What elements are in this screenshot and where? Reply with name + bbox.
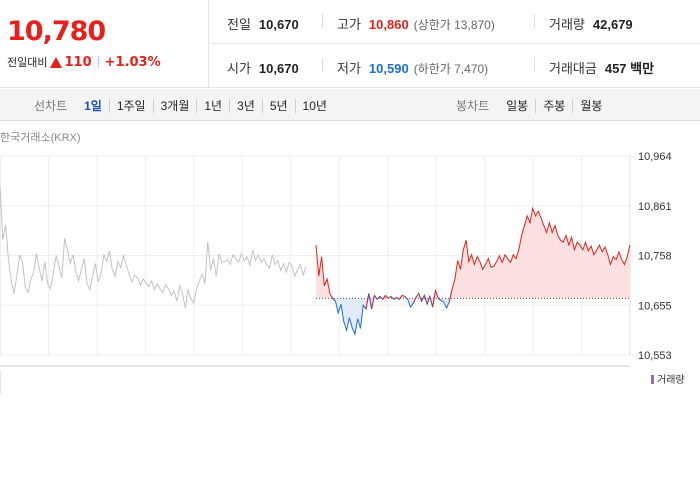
price-chart: 한국거래소(KRX) 10,964 10,861 10,758 10,655 10,55…: [0, 122, 700, 490]
y-axis-ticks: 10,964 10,861 10,758 10,655 10,553: [638, 151, 672, 362]
up-triangle-icon: [50, 56, 63, 68]
stat-high: 고가 10,860 (상한가 13,870): [337, 14, 495, 33]
price-chart-svg: 한국거래소(KRX) 10,964 10,861 10,758 10,655 10,55…: [0, 131, 685, 394]
stat-value: 42,679: [592, 17, 633, 32]
tab-1week[interactable]: 1주일: [108, 98, 153, 113]
stat-low: 저가 10,590 (하한가 7,470): [337, 58, 488, 77]
stat-label: 거래대금: [549, 61, 597, 76]
stat-value: 10,590: [368, 61, 409, 76]
divider: [534, 58, 535, 72]
price-summary: 10,780 전일대비 110 +1.03% 전일 10,670 고가 10,8…: [0, 0, 700, 88]
area-below-close: [332, 293, 369, 335]
area-above-close: [316, 245, 336, 302]
volume-legend-label: 거래량: [657, 374, 685, 386]
series-today-down: [332, 293, 370, 336]
series-previous-day: [0, 185, 307, 309]
line-chart-title: 선차트: [34, 99, 68, 113]
stat-open: 시가 10,670: [227, 58, 299, 77]
tab-1day[interactable]: 1일: [84, 98, 102, 113]
y-tick-label: 10,655: [638, 300, 672, 312]
tab-3months[interactable]: 3개월: [152, 98, 197, 113]
area-above-close: [449, 208, 630, 302]
stat-label: 전일: [227, 17, 251, 32]
tab-weekly[interactable]: 주봉: [535, 98, 572, 113]
tab-3years[interactable]: 3년: [229, 98, 262, 113]
current-price-box: 10,780 전일대비 110 +1.03%: [0, 0, 209, 88]
upper-limit: (상한가 13,870): [413, 18, 495, 32]
period-tabs: 선차트 1일 1주일 3개월 1년 3년 5년 10년: [34, 97, 334, 114]
volume-legend-swatch: [651, 375, 654, 384]
change-rate: +1.03%: [104, 54, 161, 70]
change-label: 전일대비: [7, 56, 48, 69]
stat-label: 시가: [227, 61, 251, 76]
divider: [97, 56, 99, 68]
stat-value: 10,670: [258, 61, 299, 76]
stats-row-1: 전일 10,670 고가 10,860 (상한가 13,870) 거래량 42,…: [210, 0, 700, 44]
source-label: 한국거래소(KRX): [0, 131, 81, 144]
chart-tab-bar: 선차트 1일 1주일 3개월 1년 3년 5년 10년 봉차트 일봉 주봉 월봉: [0, 89, 700, 121]
lower-limit: (하한가 7,470): [413, 62, 489, 76]
stat-volume: 거래량 42,679: [549, 14, 633, 33]
tab-monthly[interactable]: 월봉: [572, 98, 609, 113]
stat-prev-close: 전일 10,670: [227, 14, 299, 33]
stat-label: 거래량: [549, 17, 585, 32]
candle-tabs: 봉차트 일봉 주봉 월봉: [456, 97, 609, 114]
chart-lines: [0, 185, 631, 336]
stat-label: 고가: [337, 17, 361, 32]
area-above-close: [393, 297, 400, 300]
tab-10years[interactable]: 10년: [294, 98, 334, 113]
area-below-close: [368, 293, 375, 309]
divider: [534, 14, 535, 28]
series-today-up: [448, 206, 631, 302]
change-value: 110: [64, 54, 92, 70]
stats-table: 전일 10,670 고가 10,860 (상한가 13,870) 거래량 42,…: [210, 0, 700, 88]
stat-value: 10,860: [368, 17, 409, 32]
tab-5years[interactable]: 5년: [261, 98, 295, 113]
volume-legend: 거래량: [651, 374, 685, 386]
stat-value: 10,670: [258, 17, 299, 32]
stat-value: 457 백만: [604, 61, 655, 76]
stat-amount: 거래대금 457 백만: [549, 58, 654, 77]
chart-areas: [316, 208, 630, 335]
area-above-close: [371, 295, 378, 309]
stats-row-2: 시가 10,670 저가 10,590 (하한가 7,470) 거래대금 457…: [210, 44, 700, 88]
current-price: 10,780: [7, 16, 106, 47]
price-change-row: 전일대비 110 +1.03%: [7, 54, 161, 70]
tab-1year[interactable]: 1년: [196, 98, 229, 113]
candle-chart-title: 봉차트: [456, 99, 490, 113]
divider: [322, 14, 323, 28]
y-tick-label: 10,553: [638, 350, 672, 362]
tab-daily[interactable]: 일봉: [506, 98, 529, 113]
y-tick-label: 10,861: [638, 201, 672, 213]
y-tick-label: 10,758: [638, 251, 672, 263]
stat-label: 저가: [337, 61, 361, 76]
area-below-close: [424, 295, 430, 305]
series-today-up: [315, 245, 336, 302]
y-tick-label: 10,964: [638, 151, 672, 163]
divider: [322, 58, 323, 72]
